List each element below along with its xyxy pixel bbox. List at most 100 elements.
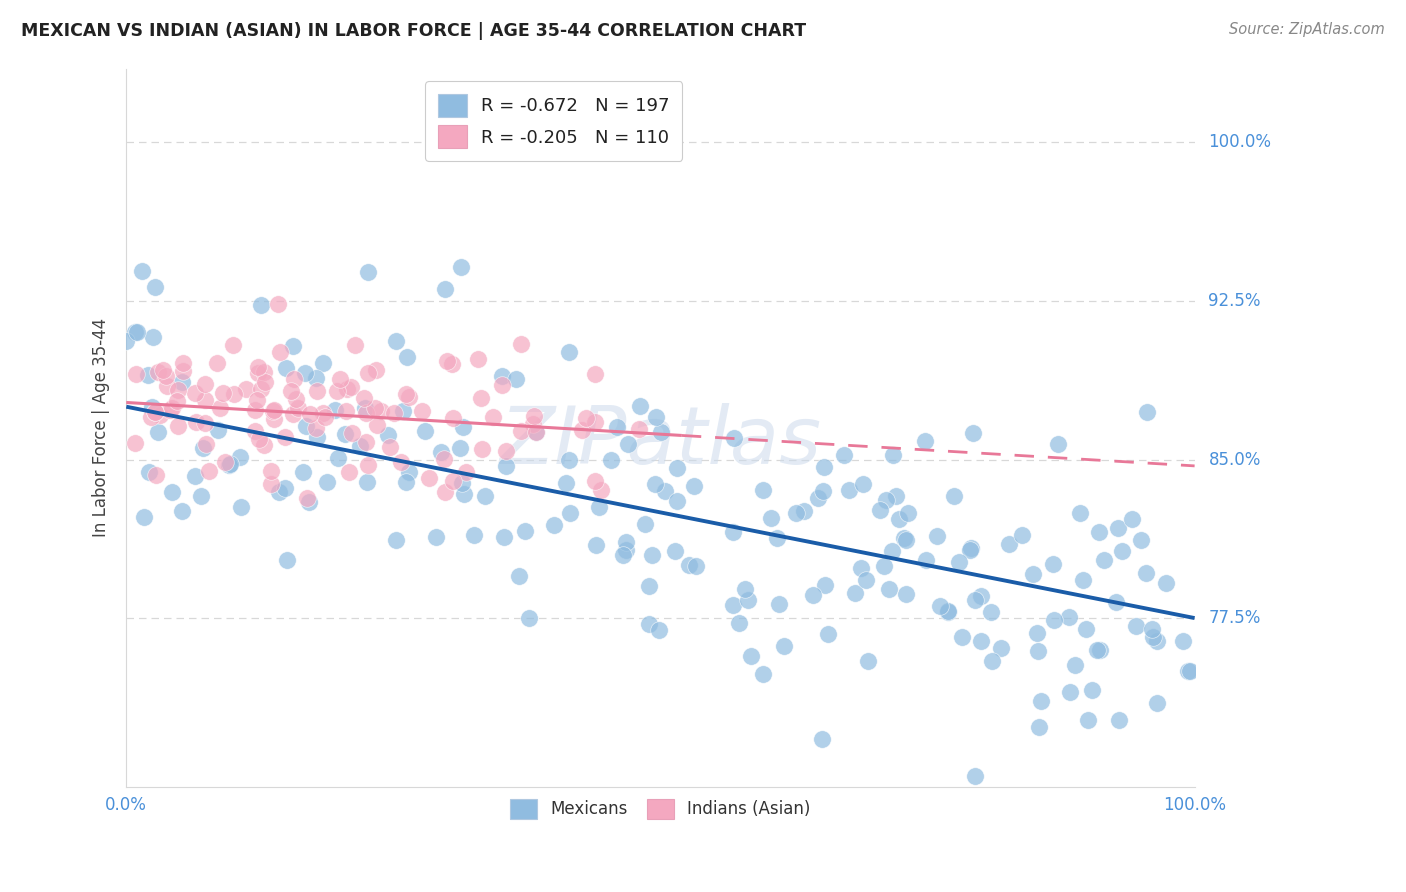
Text: Source: ZipAtlas.com: Source: ZipAtlas.com — [1229, 22, 1385, 37]
Point — [249, 382, 271, 396]
Point — [1121, 512, 1143, 526]
Point — [143, 280, 166, 294]
Point — [194, 393, 217, 408]
Point — [515, 524, 537, 538]
Point — [889, 511, 911, 525]
Point — [523, 409, 546, 423]
Point — [616, 436, 638, 450]
Point — [571, 423, 593, 437]
Point — [339, 379, 361, 393]
Point — [1108, 713, 1130, 727]
Point — [915, 553, 938, 567]
Point — [474, 489, 496, 503]
Point — [450, 260, 472, 274]
Point — [1146, 633, 1168, 648]
Point — [583, 475, 606, 489]
Point — [606, 420, 628, 434]
Point — [274, 361, 297, 376]
Point — [395, 475, 418, 489]
Point — [1107, 521, 1129, 535]
Point — [612, 548, 634, 562]
Point — [1140, 622, 1163, 636]
Point — [471, 442, 494, 456]
Point — [959, 542, 981, 557]
Point — [398, 390, 420, 404]
Point — [449, 441, 471, 455]
Point — [852, 477, 875, 491]
Point — [508, 569, 530, 583]
Point — [243, 402, 266, 417]
Point — [184, 415, 207, 429]
Point — [198, 464, 221, 478]
Point — [149, 408, 172, 422]
Point — [249, 298, 271, 312]
Point — [131, 264, 153, 278]
Point — [155, 369, 177, 384]
Point — [1136, 405, 1159, 419]
Point — [793, 504, 815, 518]
Point — [411, 404, 433, 418]
Point — [543, 517, 565, 532]
Point — [1042, 558, 1064, 572]
Point — [263, 403, 285, 417]
Point — [184, 386, 207, 401]
Point — [470, 392, 492, 406]
Point — [132, 510, 155, 524]
Point — [1026, 626, 1049, 640]
Point — [721, 599, 744, 613]
Point — [115, 334, 138, 348]
Point — [263, 412, 285, 426]
Point — [441, 357, 464, 371]
Point — [349, 439, 371, 453]
Point — [1057, 610, 1080, 624]
Point — [832, 448, 855, 462]
Point — [1178, 664, 1201, 678]
Point — [1080, 682, 1102, 697]
Point — [253, 375, 276, 389]
Point — [752, 483, 775, 497]
Point — [139, 410, 162, 425]
Point — [259, 464, 281, 478]
Point — [1105, 595, 1128, 609]
Point — [640, 548, 662, 562]
Point — [281, 407, 304, 421]
Point — [1154, 575, 1177, 590]
Point — [591, 483, 613, 498]
Point — [167, 384, 190, 398]
Point — [366, 363, 388, 377]
Point — [274, 481, 297, 495]
Point — [267, 485, 290, 500]
Point — [208, 401, 231, 415]
Point — [389, 455, 412, 469]
Point — [648, 624, 671, 638]
Point — [772, 639, 794, 653]
Point — [260, 476, 283, 491]
Point — [685, 559, 707, 574]
Point — [628, 400, 651, 414]
Text: 85.0%: 85.0% — [1209, 450, 1261, 468]
Point — [287, 401, 309, 415]
Point — [172, 356, 194, 370]
Point — [413, 425, 436, 439]
Point — [588, 500, 610, 515]
Point — [962, 425, 984, 440]
Point — [1047, 437, 1070, 451]
Point — [761, 511, 783, 525]
Point — [721, 524, 744, 539]
Point — [510, 337, 533, 351]
Point — [998, 537, 1021, 551]
Point — [305, 420, 328, 434]
Point — [869, 502, 891, 516]
Point — [849, 561, 872, 575]
Point — [146, 425, 169, 439]
Point — [505, 371, 527, 385]
Point — [214, 455, 236, 469]
Text: 77.5%: 77.5% — [1209, 609, 1261, 627]
Point — [385, 533, 408, 548]
Point — [357, 458, 380, 473]
Point — [936, 605, 959, 619]
Point — [463, 528, 485, 542]
Point — [616, 535, 638, 549]
Point — [1069, 506, 1091, 520]
Point — [305, 430, 328, 444]
